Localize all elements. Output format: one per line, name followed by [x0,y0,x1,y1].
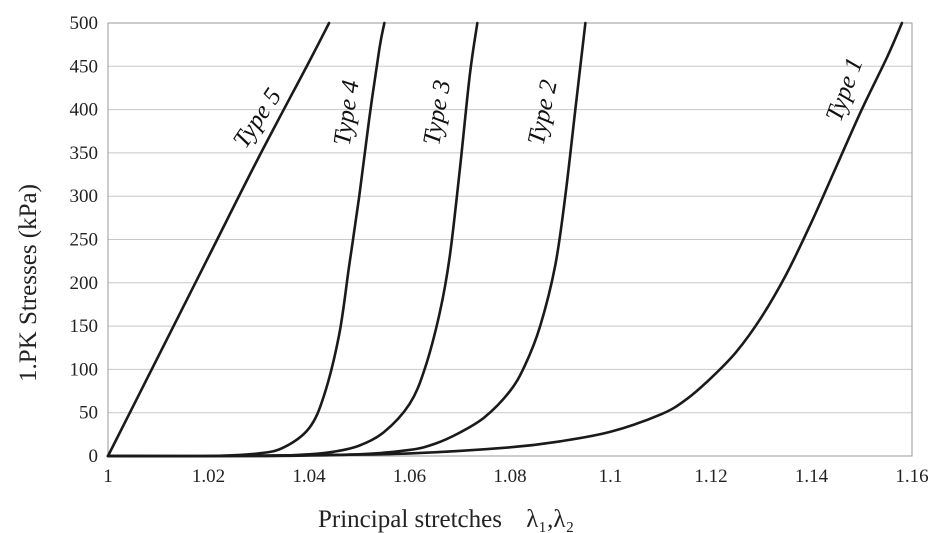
x-tick-label: 1.04 [292,466,326,487]
x-tick-label: 1.02 [192,466,225,487]
x-axis-title: Principal stretches λ₁,λ₂ [318,506,574,533]
series-lines [106,21,904,458]
y-tick-label: 400 [70,100,99,121]
x-tick-label: 1.08 [493,466,526,487]
series-line-type-5 [106,21,331,458]
y-tick-label: 500 [70,13,99,34]
y-tick-label: 200 [70,273,99,294]
x-tick-label: 1 [103,466,113,487]
series-label-type-1: Type 1 [821,54,869,125]
x-axis-ticks: 1 1.02 1.04 1.06 1.08 1.1 1.12 1.14 1.16 [103,466,928,487]
y-tick-label: 300 [70,186,99,207]
y-tick-label: 50 [79,403,98,424]
y-tick-label: 250 [70,230,99,251]
x-tick-label: 1.06 [393,466,426,487]
y-tick-label: 0 [89,446,99,467]
x-axis-title-text: Principal stretches [318,506,502,533]
x-tick-label: 1.14 [795,466,829,487]
series-label-type-2: Type 2 [523,78,563,148]
series-label-type-4: Type 4 [329,79,365,148]
y-tick-label: 350 [70,143,99,164]
y-tick-label: 100 [70,359,99,380]
x-tick-label: 1.16 [895,466,928,487]
y-axis-title: 1.PK Stresses (kPa) [15,184,42,382]
y-tick-label: 150 [70,316,99,337]
x-tick-label: 1.1 [599,466,623,487]
x-axis-title-symbol: λ₁,λ₂ [526,506,574,533]
series-line-type-3 [106,21,479,458]
plot-area [107,22,913,457]
y-tick-label: 450 [70,56,99,77]
series-label-type-3: Type 3 [418,78,456,147]
series-line-type-2 [106,21,587,458]
y-axis-ticks: 0 50 100 150 200 250 300 350 400 450 500 [70,13,99,467]
x-tick-label: 1.12 [694,466,727,487]
series-line-type-4 [106,21,386,458]
